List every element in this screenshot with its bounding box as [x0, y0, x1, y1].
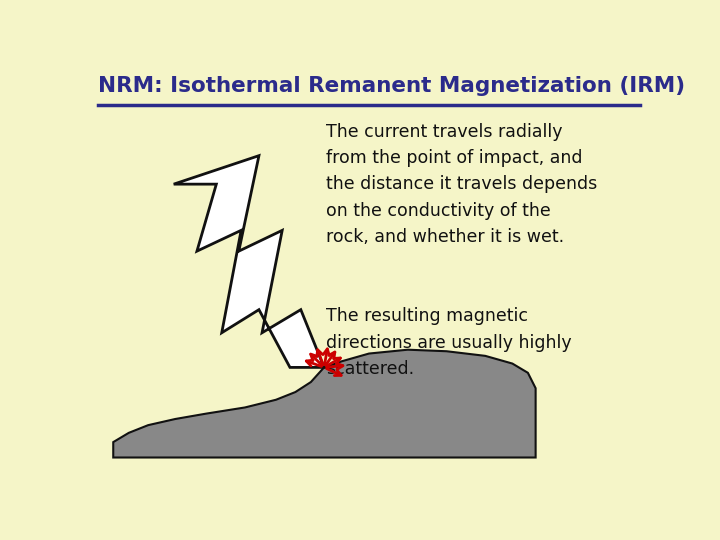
Polygon shape: [113, 350, 536, 457]
Text: The resulting magnetic
directions are usually highly
scattered.: The resulting magnetic directions are us…: [326, 307, 572, 378]
Text: NRM: Isothermal Remanent Magnetization (IRM): NRM: Isothermal Remanent Magnetization (…: [98, 76, 685, 96]
Text: The current travels radially
from the point of impact, and
the distance it trave: The current travels radially from the po…: [326, 123, 598, 246]
Polygon shape: [174, 156, 324, 367]
